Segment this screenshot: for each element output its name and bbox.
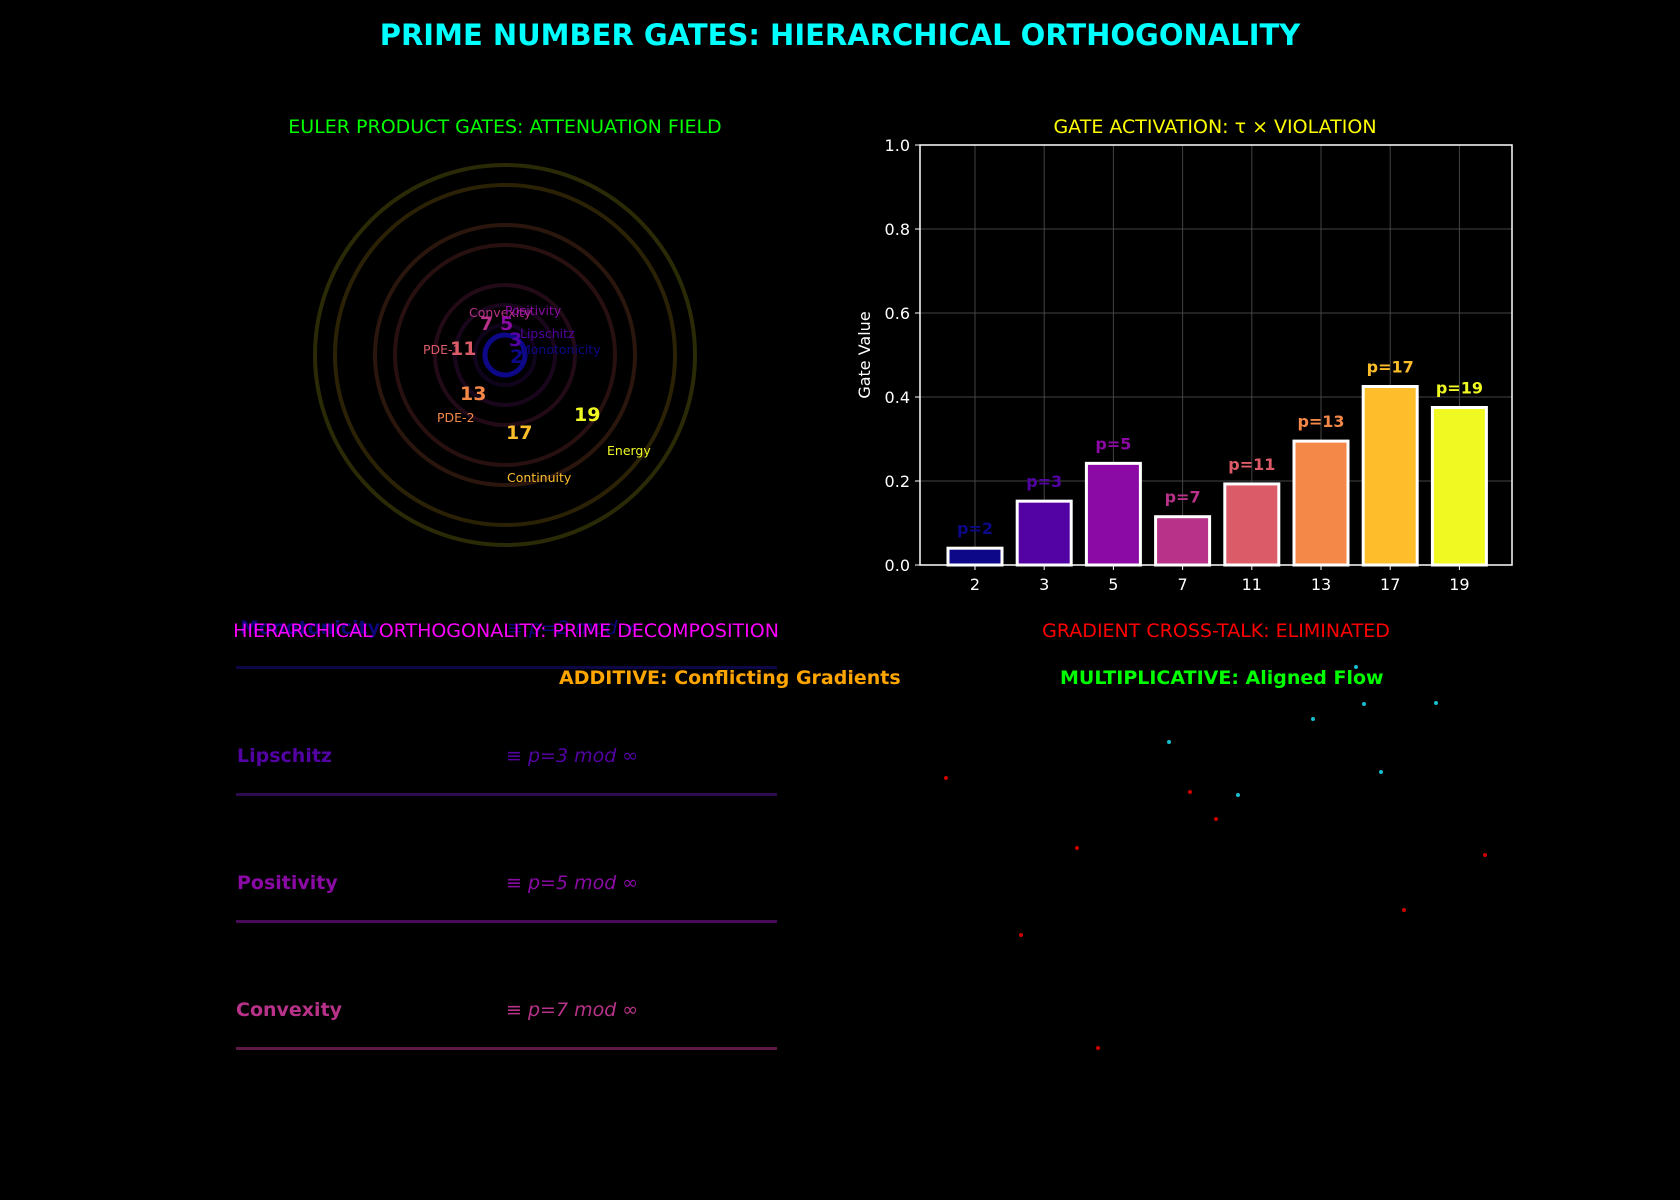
x-tick-label: 19: [1449, 575, 1469, 594]
row-positivity-eq: ≡ p=5 mod ∞: [506, 872, 639, 894]
prime-13: 13: [460, 383, 486, 405]
row-monotonicity-eq: ≡ p=2 mod ∞: [507, 617, 640, 639]
y-axis-label: Gate Value: [855, 311, 874, 398]
bar-p2: [946, 546, 1004, 567]
prime-11: 11: [450, 338, 476, 360]
multiplicative-gradient-arrow: [1434, 701, 1438, 705]
ring-7: [433, 283, 577, 427]
y-tick-label: 0.0: [885, 556, 910, 575]
bar-p17: [1361, 385, 1419, 567]
additive-gradient-point: [1214, 817, 1218, 821]
crosstalk-panel-title: GRADIENT CROSS-TALK: ELIMINATED: [1042, 620, 1390, 642]
bar-label: p=13: [1297, 412, 1344, 431]
row-monotonicity-name: Monotonicity: [240, 617, 380, 639]
prime-3: 3: [509, 329, 522, 351]
y-tick-label: 0.6: [885, 304, 910, 323]
additive-gradient-point: [1096, 1046, 1100, 1050]
multiplicative-gradient-arrow: [1236, 793, 1240, 797]
bar-p13: [1292, 439, 1350, 567]
bar-label: p=2: [957, 519, 993, 538]
row-convexity-name: Convexity: [236, 999, 343, 1021]
additive-gradient-point: [1483, 853, 1487, 857]
bar-label: p=17: [1367, 358, 1414, 377]
additive-gradient-point: [1188, 790, 1192, 794]
additive-label: ADDITIVE: Conflicting Gradients: [559, 667, 901, 689]
prime-2: 2: [510, 346, 523, 368]
row-divider: [236, 1047, 777, 1050]
label-pde-1: PDE-1: [423, 342, 461, 357]
euler-rings-plot: Convexity Positivity Lipschitz Monotonic…: [313, 163, 697, 547]
bar-label: p=19: [1436, 379, 1483, 398]
row-positivity-name: Positivity: [237, 872, 338, 894]
x-tick-label: 13: [1311, 575, 1331, 594]
y-tick-label: 0.4: [885, 388, 910, 407]
multiplicative-label: MULTIPLICATIVE: Aligned Flow: [1060, 667, 1384, 689]
label-continuity: Continuity: [507, 470, 572, 485]
bar-p11: [1223, 482, 1281, 567]
figure-title: PRIME NUMBER GATES: HIERARCHICAL ORTHOGO…: [379, 18, 1301, 52]
euler-panel-title: EULER PRODUCT GATES: ATTENUATION FIELD: [288, 116, 722, 138]
gate-activation-chart: 0.0 0.2 0.4 0.6 0.8 1.0 p=2 2 p=3 3 p=5 5 p=7 7 p=11 11…: [855, 136, 1513, 594]
row-divider: [236, 793, 777, 796]
prime-7: 7: [480, 313, 493, 335]
label-positivity: Positivity: [505, 303, 562, 318]
label-lipschitz: Lipschitz: [520, 326, 575, 341]
additive-gradient-point: [1019, 933, 1023, 937]
row-lipschitz-name: Lipschitz: [237, 745, 332, 767]
prime-17: 17: [506, 422, 532, 444]
additive-gradient-point: [1402, 908, 1406, 912]
bar-p7: [1154, 515, 1212, 567]
label-pde-2: PDE-2: [437, 410, 475, 425]
row-convexity-eq: ≡ p=7 mod ∞: [506, 999, 639, 1021]
x-tick-label: 2: [970, 575, 980, 594]
x-tick-label: 17: [1380, 575, 1400, 594]
bar-p3: [1015, 499, 1073, 567]
bar-p5: [1084, 461, 1142, 567]
label-monotonicity: Monotonicity: [520, 342, 601, 357]
x-tick-label: 3: [1039, 575, 1049, 594]
decomposition-panel-title: HIERARCHICAL ORTHOGONALITY: PRIME DECOMP…: [233, 620, 779, 642]
row-divider: [236, 920, 777, 923]
ring-5: [453, 303, 557, 407]
bar-label: p=5: [1095, 434, 1131, 453]
y-tick-label: 0.2: [885, 472, 910, 491]
x-tick-label: 11: [1242, 575, 1262, 594]
bar-label: p=11: [1228, 455, 1275, 474]
bar-p19: [1430, 406, 1488, 567]
activation-panel-title: GATE ACTIVATION: τ × VIOLATION: [1053, 116, 1377, 138]
y-tick-label: 1.0: [885, 136, 910, 155]
additive-gradient-point: [1075, 846, 1079, 850]
multiplicative-gradient-arrow: [1311, 717, 1315, 721]
ring-11: [393, 243, 617, 467]
multiplicative-gradient-arrow: [1167, 740, 1171, 744]
prime-19: 19: [574, 404, 600, 426]
ring-13: [373, 223, 637, 487]
x-tick-label: 7: [1178, 575, 1188, 594]
ring-19: [313, 163, 697, 547]
multiplicative-gradient-arrow: [1362, 702, 1366, 706]
row-divider: [236, 666, 777, 669]
ring-2: [482, 332, 528, 378]
multiplicative-gradient-arrow: [1379, 770, 1383, 774]
x-tick-label: 5: [1108, 575, 1118, 594]
bar-label: p=3: [1026, 472, 1062, 491]
label-energy: Energy: [607, 443, 651, 458]
axes-frame: [919, 144, 1513, 566]
prime-5: 5: [500, 313, 513, 335]
additive-gradient-point: [944, 776, 948, 780]
ring-17: [333, 183, 677, 527]
bar-label: p=7: [1165, 488, 1201, 507]
y-tick-label: 0.8: [885, 220, 910, 239]
ring-3: [473, 323, 537, 387]
label-convexity: Convexity: [469, 305, 532, 320]
row-lipschitz-eq: ≡ p=3 mod ∞: [506, 745, 639, 767]
